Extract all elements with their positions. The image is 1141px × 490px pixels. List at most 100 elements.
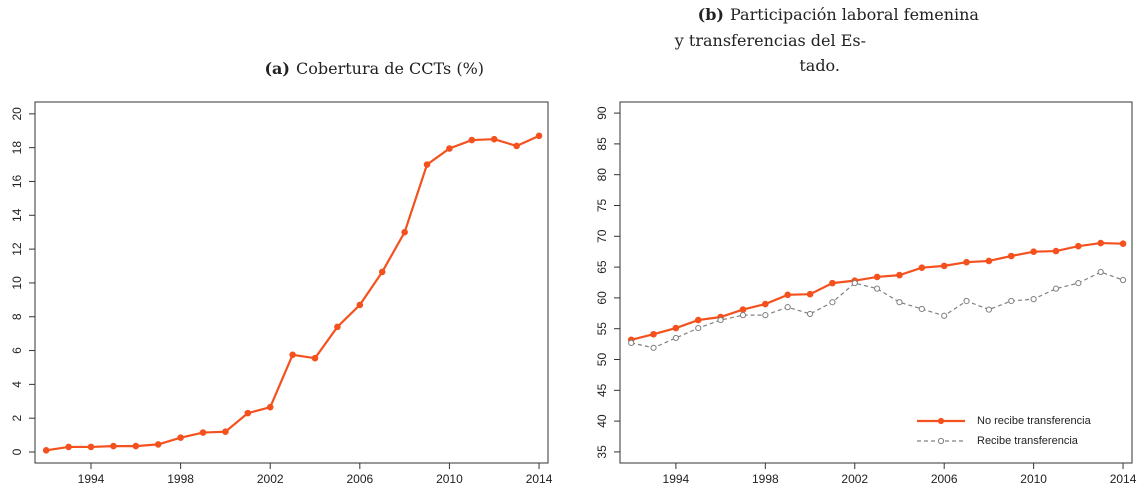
- x-tick-label: 2006: [346, 472, 373, 486]
- y-tick-label: 2: [10, 415, 24, 422]
- data-point: [65, 443, 72, 451]
- y-tick-label: 40: [595, 414, 609, 428]
- x-tick-label: 1998: [752, 472, 779, 486]
- y-tick-label: 14: [10, 208, 24, 222]
- data-point: [1052, 285, 1060, 292]
- data-point: [694, 316, 702, 324]
- legend-label: Recibe transferencia: [977, 435, 1079, 447]
- x-tick-label: 2014: [526, 472, 553, 486]
- y-tick-label: 16: [10, 174, 24, 188]
- data-point: [963, 297, 970, 305]
- data-point: [490, 135, 498, 143]
- chart-title: Cobertura de CCTs (%): [296, 59, 484, 78]
- legend-label: No recibe transferencia: [977, 415, 1092, 427]
- data-point: [535, 132, 543, 140]
- data-point: [739, 306, 747, 313]
- y-tick-label: 75: [595, 199, 609, 213]
- data-point: [244, 409, 252, 417]
- data-point: [784, 291, 791, 299]
- x-tick-label: 1994: [663, 472, 690, 486]
- y-tick-label: 4: [10, 381, 24, 388]
- data-point: [1119, 240, 1127, 247]
- plot-frame: [34, 101, 549, 464]
- data-point: [940, 262, 948, 270]
- data-point: [918, 264, 926, 272]
- y-tick-label: 85: [595, 137, 609, 151]
- x-tick-label: 2010: [436, 472, 463, 486]
- data-point: [87, 443, 95, 451]
- data-point: [378, 268, 386, 276]
- y-tick-label: 90: [595, 106, 609, 120]
- data-point: [650, 344, 657, 351]
- y-tick-label: 50: [595, 353, 609, 367]
- data-point: [468, 136, 476, 144]
- x-tick-label: 1994: [78, 472, 105, 486]
- data-point: [896, 271, 903, 279]
- y-tick-label: 70: [595, 229, 609, 243]
- data-point: [762, 300, 769, 308]
- y-tick-label: 8: [10, 313, 24, 320]
- data-point: [311, 354, 319, 362]
- y-tick-label: 0: [10, 448, 24, 455]
- data-point: [873, 273, 881, 281]
- data-point: [985, 306, 993, 313]
- data-point: [177, 434, 184, 441]
- data-point: [222, 428, 229, 436]
- data-point: [1097, 268, 1104, 276]
- data-point: [42, 447, 50, 454]
- y-tick-label: 18: [10, 141, 24, 155]
- data-point: [401, 228, 408, 236]
- data-point: [1008, 297, 1015, 305]
- plot-frame: [619, 101, 1133, 464]
- data-point: [829, 299, 836, 306]
- chart-title: Participación laboral femenina: [730, 5, 979, 24]
- chart-title: tado.: [799, 56, 840, 75]
- x-tick-label: 2010: [1020, 472, 1047, 486]
- data-point: [1075, 280, 1082, 287]
- data-point: [1075, 242, 1082, 250]
- data-point: [628, 339, 635, 346]
- data-point: [1030, 296, 1037, 303]
- data-point: [1030, 248, 1037, 255]
- data-point: [356, 301, 364, 309]
- data-point: [672, 334, 679, 342]
- x-tick-label: 1998: [167, 472, 194, 486]
- chart-title: y transferencias del Es-: [674, 31, 866, 50]
- data-point: [985, 257, 993, 265]
- y-tick-label: 80: [595, 168, 609, 182]
- y-tick-label: 20: [10, 107, 24, 121]
- data-point: [717, 316, 724, 324]
- x-tick-label: 2006: [931, 472, 958, 486]
- data-line: [46, 134, 540, 452]
- data-point: [851, 280, 858, 287]
- data-point: [762, 312, 769, 319]
- data-point: [513, 142, 520, 150]
- x-tick-label: 2014: [1110, 472, 1137, 486]
- panel-label: (b): [698, 5, 724, 24]
- y-tick-label: 6: [10, 347, 24, 354]
- panel-label: (a): [264, 59, 290, 78]
- legend-marker: [937, 437, 945, 445]
- data-point: [110, 442, 117, 450]
- data-point: [154, 441, 162, 448]
- y-tick-label: 60: [595, 291, 609, 305]
- data-point: [672, 324, 680, 332]
- data-point: [334, 323, 341, 331]
- data-point: [806, 310, 814, 318]
- data-point: [132, 442, 140, 450]
- data-point: [199, 429, 207, 436]
- data-point: [695, 324, 702, 332]
- data-point: [784, 304, 791, 311]
- data-point: [941, 312, 948, 319]
- data-point: [963, 258, 970, 266]
- data-point: [1052, 247, 1060, 255]
- legend-marker: [937, 417, 945, 425]
- data-point: [650, 330, 657, 338]
- y-tick-label: 10: [10, 276, 24, 290]
- data-line: [631, 271, 1124, 349]
- y-tick-label: 55: [595, 322, 609, 336]
- y-tick-label: 65: [595, 260, 609, 274]
- data-point: [289, 351, 296, 359]
- data-point: [1007, 252, 1015, 260]
